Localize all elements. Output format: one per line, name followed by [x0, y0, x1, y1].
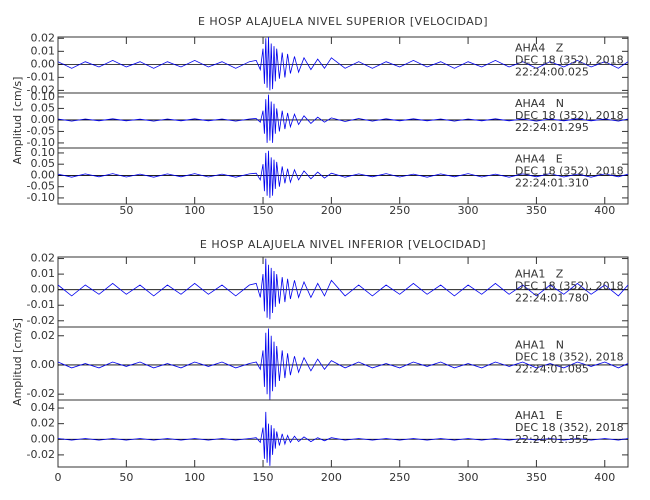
y-tick-label: 0.01 — [31, 267, 56, 280]
trace-date: DEC 18 (352), 2018 — [515, 165, 624, 178]
x-tick-label: 200 — [321, 204, 342, 217]
y-tick-label: -0.02 — [27, 83, 55, 96]
panel-frame — [57, 147, 629, 205]
y-tick-label: 0.01 — [31, 44, 56, 57]
trace-date: DEC 18 (352), 2018 — [515, 421, 624, 434]
trace-time: 22:24:01.295 — [515, 121, 589, 134]
y-tick-label: -0.10 — [27, 191, 55, 204]
x-tick-label: 300 — [458, 204, 479, 217]
trace-station: AHA4 E — [515, 153, 563, 166]
y-tick-label: 0.00 — [31, 432, 56, 445]
x-tick-label: 350 — [526, 204, 547, 217]
waveform — [57, 328, 629, 401]
y-axis-label: Amplitud [cm/s] — [11, 318, 24, 406]
x-tick-label: 50 — [119, 204, 133, 217]
y-tick-label: 0.02 — [31, 329, 56, 342]
y-tick-label: -0.02 — [27, 448, 55, 461]
trace-station: AHA4 Z — [515, 42, 564, 55]
trace-date: DEC 18 (352), 2018 — [515, 351, 624, 364]
trace-time: 22:24:01.780 — [515, 291, 589, 304]
y-axis-label: Amplitud [cm/s] — [11, 77, 24, 165]
y-tick-label: 0.00 — [31, 113, 56, 126]
y-tick-label: 0.05 — [31, 157, 56, 170]
x-tick-label: 250 — [389, 471, 410, 484]
y-tick-label: 0.02 — [31, 31, 56, 44]
x-tick-label: 100 — [184, 471, 205, 484]
x-tick-label: 350 — [526, 471, 547, 484]
y-tick-label: 0.02 — [31, 417, 56, 430]
waveform — [57, 94, 629, 143]
y-tick-label: 0.00 — [31, 168, 56, 181]
x-tick-label: 150 — [253, 471, 274, 484]
x-tick-label: 250 — [389, 204, 410, 217]
x-tick-label: 100 — [184, 204, 205, 217]
trace-date: DEC 18 (352), 2018 — [515, 279, 624, 292]
x-tick-label: 300 — [458, 471, 479, 484]
chart-title: E HOSP ALAJUELA NIVEL SUPERIOR [VELOCIDA… — [198, 15, 488, 28]
panel-frame — [57, 399, 629, 468]
trace-date: DEC 18 (352), 2018 — [515, 54, 624, 67]
x-tick-label: 50 — [119, 471, 133, 484]
trace-date: DEC 18 (352), 2018 — [515, 109, 624, 122]
waveform — [57, 258, 629, 320]
y-tick-label: 0.10 — [31, 146, 56, 159]
trace-time: 22:24:01.310 — [515, 177, 589, 190]
trace-station: AHA4 N — [515, 97, 564, 110]
y-tick-label: 0.04 — [31, 401, 56, 414]
x-tick-label: 400 — [594, 204, 615, 217]
waveform — [57, 36, 629, 91]
y-tick-label: 0.00 — [31, 57, 56, 70]
trace-time: 22:24:00.025 — [515, 66, 589, 79]
y-tick-label: -0.02 — [27, 314, 55, 327]
y-tick-label: -0.02 — [27, 387, 55, 400]
y-tick-label: -0.05 — [27, 124, 55, 137]
x-tick-label: 200 — [321, 471, 342, 484]
waveform — [57, 150, 629, 198]
chart-title: E HOSP ALAJUELA NIVEL INFERIOR [VELOCIDA… — [200, 238, 486, 251]
y-tick-label: 0.00 — [31, 283, 56, 296]
y-tick-label: -0.01 — [27, 298, 55, 311]
trace-station: AHA1 Z — [515, 267, 564, 280]
y-tick-label: -0.01 — [27, 70, 55, 83]
y-tick-label: 0.10 — [31, 90, 56, 103]
y-tick-label: 0.00 — [31, 358, 56, 371]
trace-time: 22:24:01.085 — [515, 363, 589, 376]
trace-time: 22:24:01.355 — [515, 433, 589, 446]
y-tick-label: -0.10 — [27, 136, 55, 149]
trace-station: AHA1 E — [515, 409, 563, 422]
waveform — [57, 411, 629, 466]
x-tick-label: 400 — [594, 471, 615, 484]
trace-station: AHA1 N — [515, 339, 564, 352]
y-tick-label: 0.02 — [31, 252, 56, 265]
y-tick-label: 0.05 — [31, 101, 56, 114]
x-tick-label: 0 — [55, 471, 62, 484]
x-tick-label: 150 — [253, 204, 274, 217]
y-tick-label: -0.05 — [27, 180, 55, 193]
